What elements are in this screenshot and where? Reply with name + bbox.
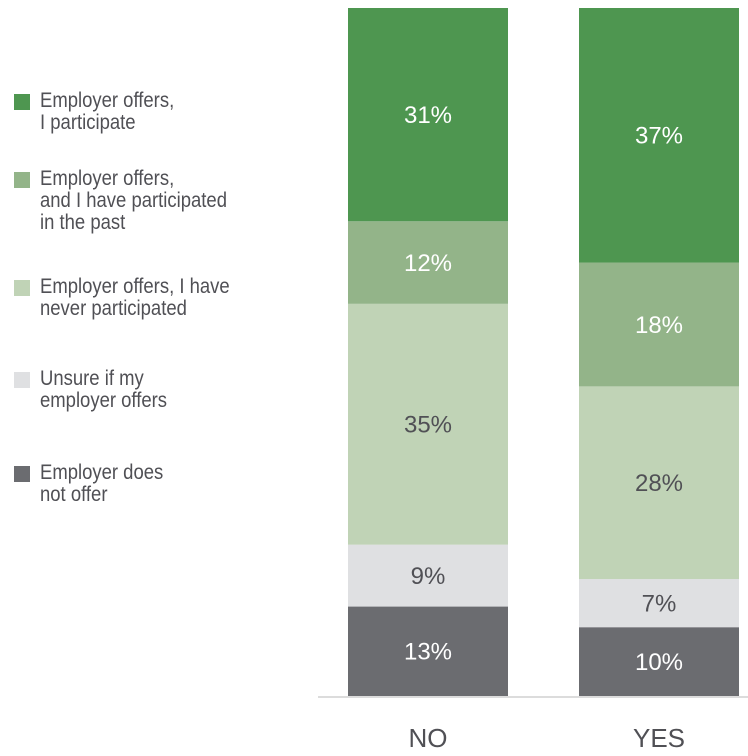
value-label: 18% — [635, 312, 683, 339]
bar-segment — [348, 606, 508, 696]
bar-segment — [348, 8, 508, 222]
legend-swatch — [14, 172, 30, 188]
value-label: 37% — [635, 123, 683, 150]
legend-item: Employer does not offer — [14, 462, 320, 506]
legend-swatch — [14, 466, 30, 482]
x-tick-label: NO — [409, 723, 448, 753]
value-label: 31% — [404, 102, 452, 129]
legend-item: Employer offers, and I have participated… — [14, 168, 320, 234]
value-label: 9% — [411, 563, 446, 590]
value-label: 7% — [642, 590, 677, 617]
value-label: 10% — [635, 649, 683, 676]
legend-label: Employer offers, and I have participated… — [40, 167, 227, 234]
legend-swatch — [14, 372, 30, 388]
value-label: 12% — [404, 250, 452, 277]
bar-segment — [348, 221, 508, 304]
legend-label: Unsure if my employer offers — [40, 367, 168, 412]
legend-swatch — [14, 94, 30, 110]
value-label: 28% — [635, 470, 683, 497]
legend-label: Employer offers, I participate — [40, 89, 175, 134]
legend-label: Employer does not offer — [40, 461, 164, 506]
bar-segment — [579, 262, 739, 387]
bar-segment — [579, 8, 739, 263]
bar-segment — [579, 627, 739, 696]
bar-segment — [579, 579, 739, 628]
value-label: 13% — [404, 639, 452, 666]
x-tick-label: YES — [633, 723, 685, 753]
legend-label: Employer offers, I have never participat… — [40, 275, 230, 320]
legend-item: Employer offers, I participate — [14, 90, 320, 134]
bar-segment — [348, 544, 508, 607]
legend-item: Unsure if my employer offers — [14, 368, 320, 412]
legend-item: Employer offers, I have never participat… — [14, 276, 320, 320]
value-label: 35% — [404, 412, 452, 439]
legend-swatch — [14, 280, 30, 296]
bar-segment — [579, 386, 739, 580]
bar-segment — [348, 303, 508, 545]
